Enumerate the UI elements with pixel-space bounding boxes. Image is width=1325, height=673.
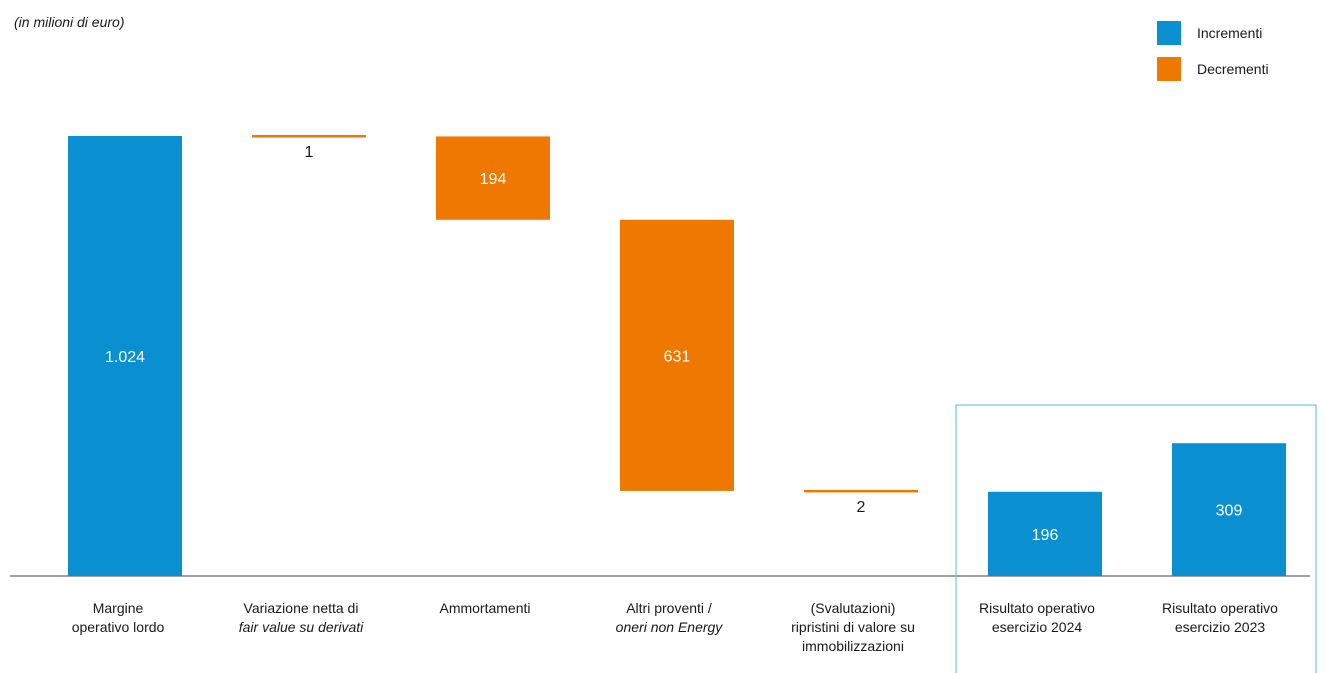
bar-2 (436, 136, 550, 220)
category-label-line: Ammortamenti (439, 600, 531, 616)
category-label-line: Margine (92, 600, 144, 616)
category-label-line: Altri proventi / (626, 600, 712, 616)
category-label-line: oneri non Energy (584, 618, 754, 637)
category-label-ammortamenti: Ammortamenti (400, 599, 570, 618)
category-label-risultato-2024: Risultato operativo esercizio 2024 (952, 599, 1122, 637)
category-label-line: Risultato operativo (979, 600, 1095, 616)
bar-1 (252, 135, 366, 138)
legend: Incrementi Decrementi (1157, 20, 1269, 92)
category-label-margine: Margine operativo lordo (33, 599, 203, 637)
data-label-3: 631 (664, 348, 691, 365)
legend-swatch-increments (1157, 21, 1181, 45)
bar-4 (804, 489, 918, 493)
bar-5 (988, 491, 1102, 576)
category-label-svalutazioni: (Svalutazioni) ripristini di valore su i… (768, 599, 938, 656)
category-label-italic: oneri non Energy (615, 619, 723, 635)
highlight-box (955, 404, 1317, 673)
bar-0 (68, 136, 182, 576)
category-label-fair-value: Variazione netta di fair value su deriva… (216, 599, 386, 637)
bar-3 (620, 219, 734, 491)
bar-6 (1172, 443, 1286, 576)
category-label-line: Variazione netta di (243, 600, 359, 616)
data-label-4: 2 (857, 499, 866, 516)
legend-label-decrements: Decrementi (1197, 61, 1269, 77)
category-label-line: ripristini di valore su (791, 619, 915, 635)
category-label-line: Risultato operativo (1162, 600, 1278, 616)
category-label-altri-proventi: Altri proventi / oneri non Energy (584, 599, 754, 637)
legend-label-increments: Incrementi (1197, 25, 1263, 41)
legend-swatch-decrements (1157, 57, 1181, 81)
unit-note: (in milioni di euro) (14, 14, 125, 30)
data-label-2: 194 (480, 171, 507, 188)
category-label-line: esercizio 2023 (1174, 619, 1266, 635)
data-label-5: 196 (1032, 527, 1059, 544)
data-label-0: 1.024 (105, 349, 145, 366)
category-label-line: (Svalutazioni) (810, 600, 896, 616)
category-label-italic: fair value su derivati (238, 619, 364, 635)
category-label-line: operativo lordo (71, 619, 165, 635)
category-label-line: immobilizzazioni (802, 638, 904, 654)
legend-item-decrements: Decrementi (1157, 56, 1269, 82)
category-label-line: fair value su derivati (216, 618, 386, 637)
data-label-6: 309 (1216, 503, 1243, 520)
data-label-1: 1 (305, 144, 314, 161)
category-label-line: esercizio 2024 (991, 619, 1083, 635)
legend-item-increments: Incrementi (1157, 20, 1269, 46)
category-label-risultato-2023: Risultato operativo esercizio 2023 (1135, 599, 1305, 637)
